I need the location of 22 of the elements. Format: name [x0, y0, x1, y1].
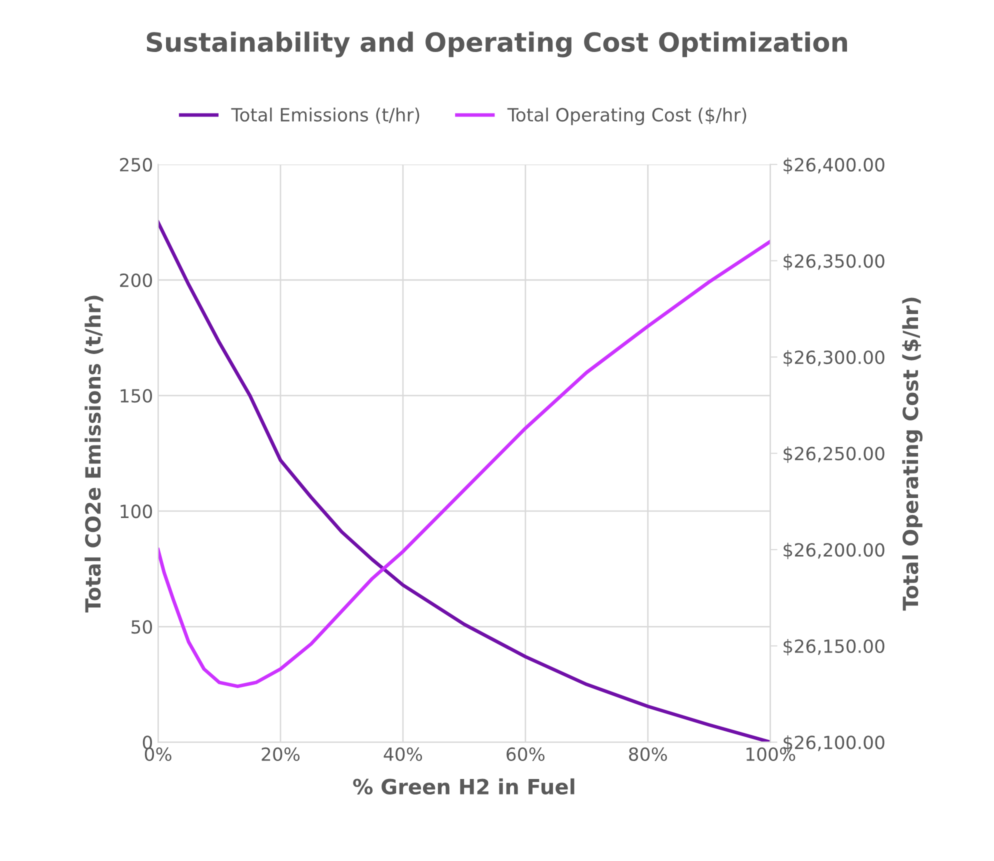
- y2-tick-label: $26,200.00: [784, 542, 884, 560]
- legend-label: Total Operating Cost ($/hr): [507, 108, 746, 126]
- y-tick-label: 100: [120, 504, 152, 518]
- chart-title: Sustainability and Operating Cost Optimization: [146, 32, 847, 58]
- y2-tick-label: $26,350.00: [784, 254, 884, 270]
- y2-tick-label: $26,150.00: [784, 639, 884, 656]
- y2-tick-label: $26,300.00: [784, 350, 884, 367]
- x-tick-label: 20%: [262, 747, 300, 762]
- y-tick-label: 50: [132, 620, 152, 634]
- y-tick-label: 150: [120, 389, 152, 403]
- y2-tick-label: $26,400.00: [784, 158, 884, 174]
- x-tick-label: 60%: [506, 747, 544, 762]
- y2-axis-title: Total Operating Cost ($/hr): [902, 298, 923, 611]
- x-tick-label: 0%: [144, 747, 172, 762]
- legend-label: Total Emissions (t/hr): [231, 108, 420, 124]
- x-axis-title: % Green H2 in Fuel: [353, 778, 574, 795]
- x-tick-label: 40%: [384, 747, 422, 762]
- y-axis-title: Total CO2e Emissions (t/hr): [84, 296, 104, 613]
- y-tick-label: 200: [120, 273, 152, 288]
- y2-tick-label: $26,250.00: [784, 446, 884, 463]
- y-tick-label: 250: [120, 158, 152, 172]
- x-tick-label: 80%: [629, 747, 667, 762]
